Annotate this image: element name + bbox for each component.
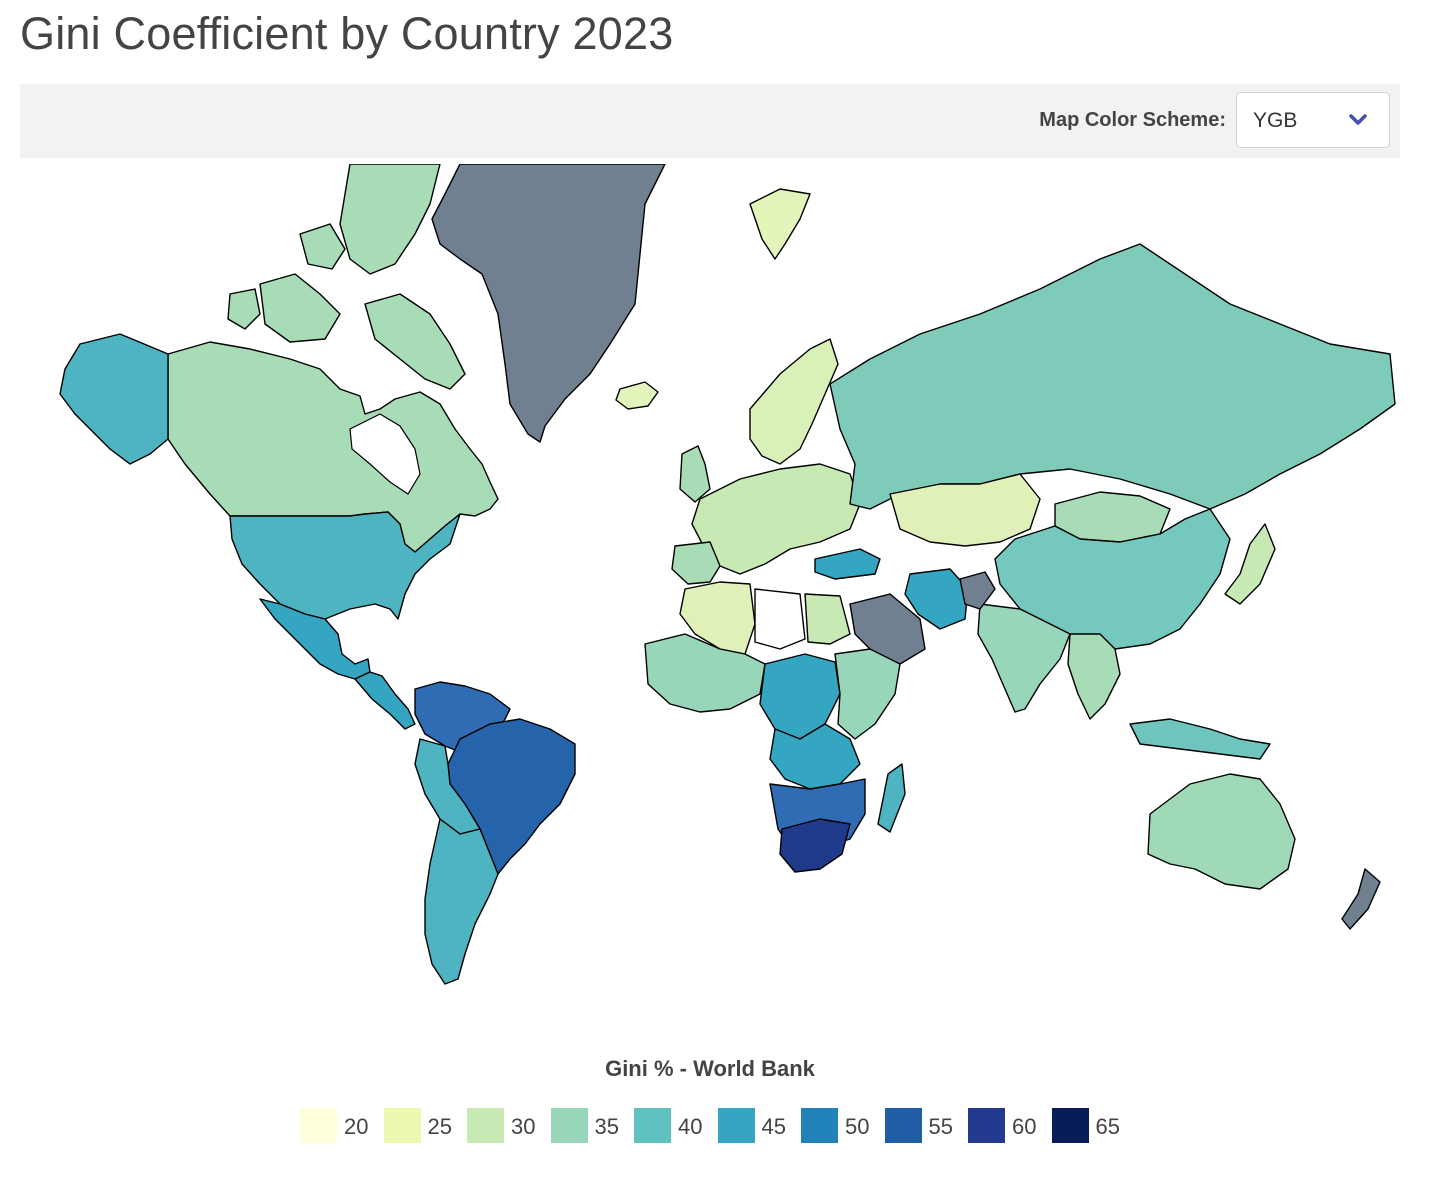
country-mexico[interactable]	[259, 598, 371, 680]
country-canada-arctic-2[interactable]	[259, 273, 341, 343]
legend-swatch	[717, 1108, 755, 1143]
page-title: Gini Coefficient by Country 2023	[20, 8, 674, 59]
country-afghanistan[interactable]	[959, 571, 996, 610]
legend-swatch	[467, 1108, 504, 1143]
legend-label: 55	[928, 1114, 953, 1139]
country-canada-arctic-4[interactable]	[227, 288, 261, 330]
legend-label: 20	[344, 1114, 369, 1139]
country-southeast-asia[interactable]	[1067, 633, 1121, 720]
legend-label: 45	[761, 1114, 786, 1139]
country-uk[interactable]	[679, 445, 711, 503]
country-svalbard[interactable]	[749, 188, 811, 260]
country-kazakhstan[interactable]	[889, 473, 1041, 547]
country-iceland[interactable]	[615, 381, 659, 410]
legend-label: 65	[1095, 1114, 1120, 1139]
legend-swatch	[550, 1108, 588, 1143]
country-new-zealand[interactable]	[1341, 868, 1381, 930]
legend-swatch	[1051, 1108, 1089, 1143]
chevron-down-icon	[1349, 114, 1367, 125]
country-greenland[interactable]	[431, 164, 666, 443]
country-canada-arctic-3[interactable]	[364, 293, 466, 390]
country-japan[interactable]	[1224, 523, 1276, 605]
legend-title: Gini % - World Bank	[605, 1056, 815, 1081]
country-saudi-arabia[interactable]	[849, 593, 926, 665]
legend-swatch	[968, 1108, 1005, 1143]
country-west-africa[interactable]	[644, 633, 766, 713]
legend-label: 35	[594, 1114, 619, 1139]
world-map[interactable]	[20, 164, 1400, 1004]
color-scheme-select[interactable]: YGB	[1236, 92, 1390, 148]
map-toolbar: Map Color Scheme: YGB	[20, 84, 1400, 158]
country-south-africa[interactable]	[779, 818, 851, 873]
color-scheme-label: Map Color Scheme:	[1039, 109, 1226, 131]
country-indonesia[interactable]	[1129, 718, 1271, 760]
legend-swatch	[300, 1108, 337, 1143]
country-canada-arctic-1[interactable]	[339, 164, 441, 275]
country-usa-alaska[interactable]	[59, 333, 169, 465]
country-iberia[interactable]	[671, 541, 721, 585]
legend-swatch	[801, 1108, 838, 1143]
country-madagascar[interactable]	[877, 763, 906, 833]
country-russia[interactable]	[829, 243, 1396, 510]
country-iran[interactable]	[904, 568, 969, 630]
country-argentina[interactable]	[424, 818, 499, 985]
color-scheme-value: YGB	[1253, 109, 1298, 132]
hudson-bay	[349, 413, 421, 495]
country-scandinavia[interactable]	[749, 338, 839, 465]
country-australia[interactable]	[1147, 773, 1296, 890]
country-libya[interactable]	[754, 588, 806, 650]
country-india[interactable]	[977, 603, 1071, 713]
legend-label: 25	[427, 1114, 452, 1139]
legend-swatch	[634, 1108, 671, 1143]
legend-swatch	[383, 1108, 421, 1143]
country-drc[interactable]	[769, 723, 861, 790]
legend-label: 50	[845, 1114, 870, 1139]
legend-label: 40	[678, 1114, 703, 1139]
legend-label: 60	[1012, 1114, 1037, 1139]
country-central-america[interactable]	[354, 671, 416, 730]
country-egypt[interactable]	[804, 593, 851, 645]
legend-swatch	[884, 1108, 922, 1143]
country-turkey[interactable]	[814, 548, 881, 580]
legend-label: 30	[511, 1114, 536, 1139]
country-canada-arctic-5[interactable]	[299, 223, 346, 270]
country-east-africa[interactable]	[834, 648, 901, 740]
world-map-svg	[59, 164, 1396, 985]
